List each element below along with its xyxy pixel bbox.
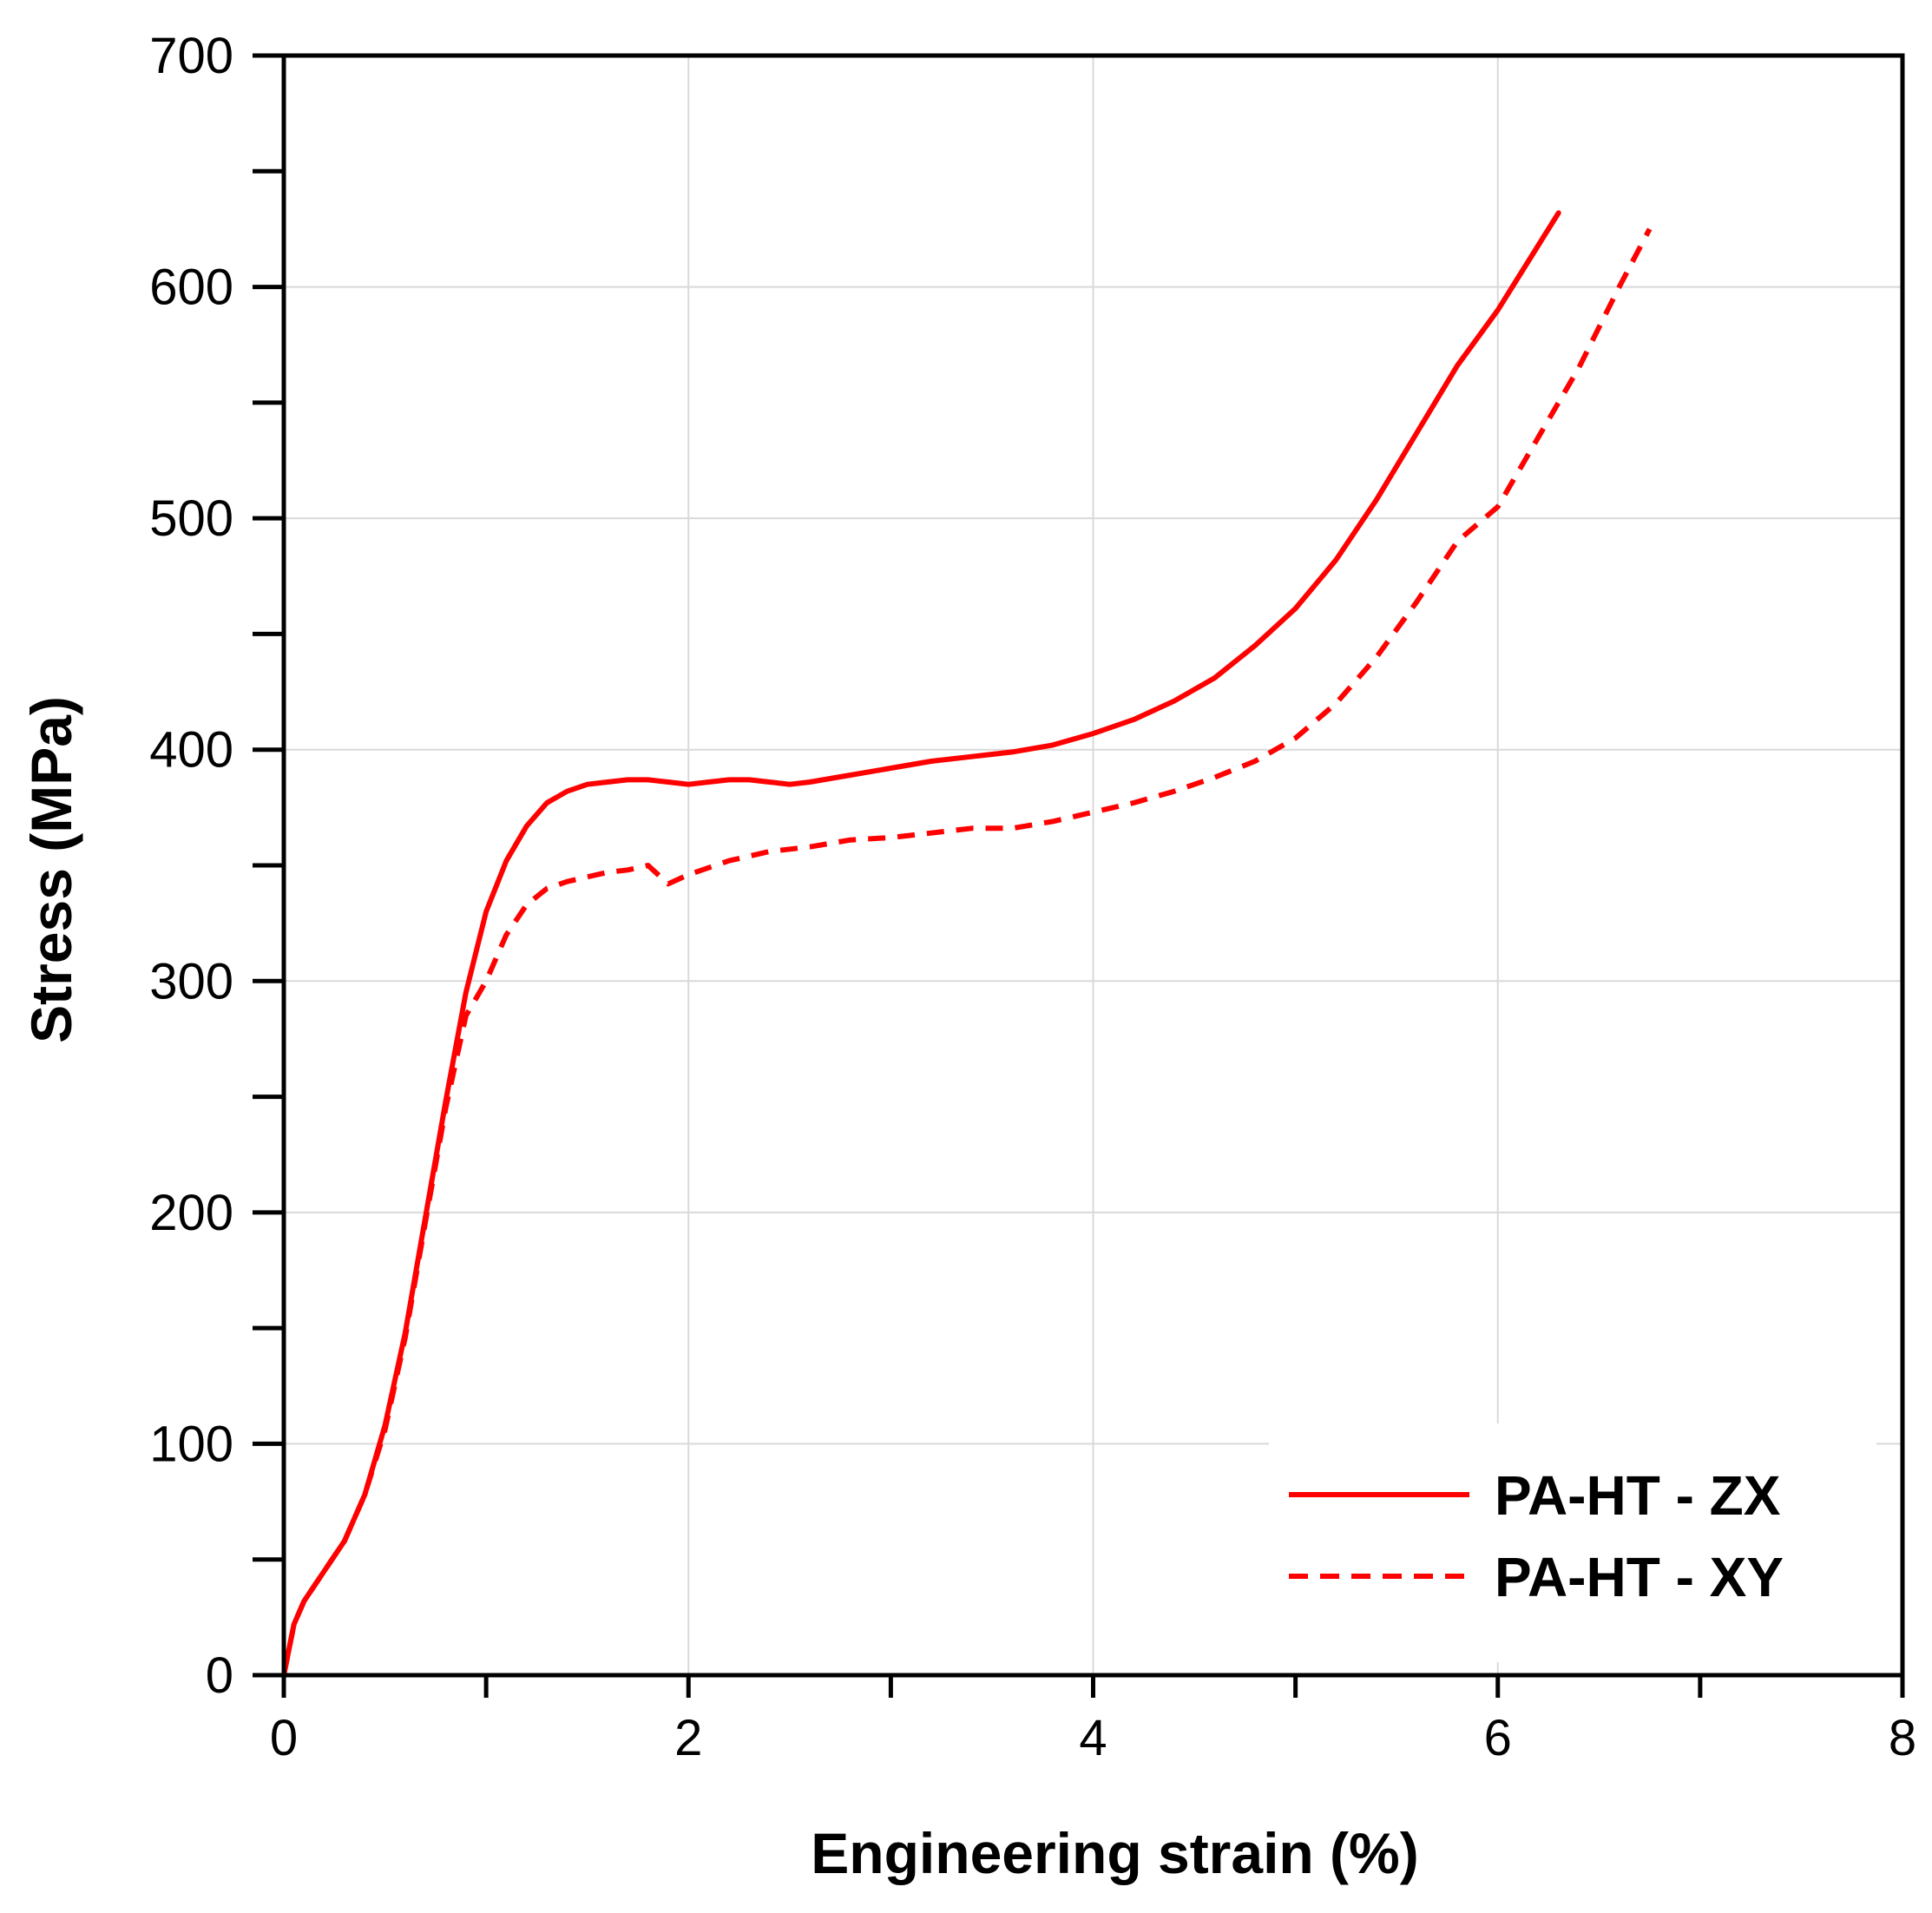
x-axis-title: Engineering strain (%) — [811, 1821, 1418, 1885]
legend-background — [1269, 1423, 1876, 1662]
y-axis-title: Stress (MPa) — [19, 696, 83, 1043]
data-series — [281, 210, 1653, 1678]
y-tick-label: 300 — [149, 953, 233, 1009]
y-tick-label: 700 — [149, 28, 233, 84]
tick-labels: 0 2 4 6 8 0 100 200 300 400 500 600 700 — [149, 28, 1916, 1766]
y-tick-label: 600 — [149, 260, 233, 316]
y-tick-label: 500 — [149, 490, 233, 547]
x-tick-label: 2 — [674, 1710, 702, 1766]
x-tick-label: 8 — [1889, 1710, 1916, 1766]
y-tick-label: 100 — [149, 1416, 233, 1472]
series-line-pa-ht-zx — [281, 210, 1561, 1678]
legend-label-pa-ht-zx: PA-HT - ZX — [1495, 1464, 1781, 1527]
legend-label-pa-ht-xy: PA-HT - XY — [1495, 1546, 1784, 1608]
legend: PA-HT - ZX PA-HT - XY — [1289, 1464, 1784, 1608]
x-tick-label: 6 — [1484, 1710, 1512, 1766]
axis-ticks — [253, 53, 1905, 1698]
y-tick-label: 200 — [149, 1185, 233, 1241]
grid-lines — [284, 56, 1902, 1675]
y-tick-label: 0 — [206, 1647, 233, 1704]
series-line-pa-ht-xy — [281, 227, 1653, 1676]
y-tick-label: 400 — [149, 722, 233, 779]
x-tick-label: 0 — [270, 1710, 298, 1766]
x-tick-label: 4 — [1079, 1710, 1107, 1766]
